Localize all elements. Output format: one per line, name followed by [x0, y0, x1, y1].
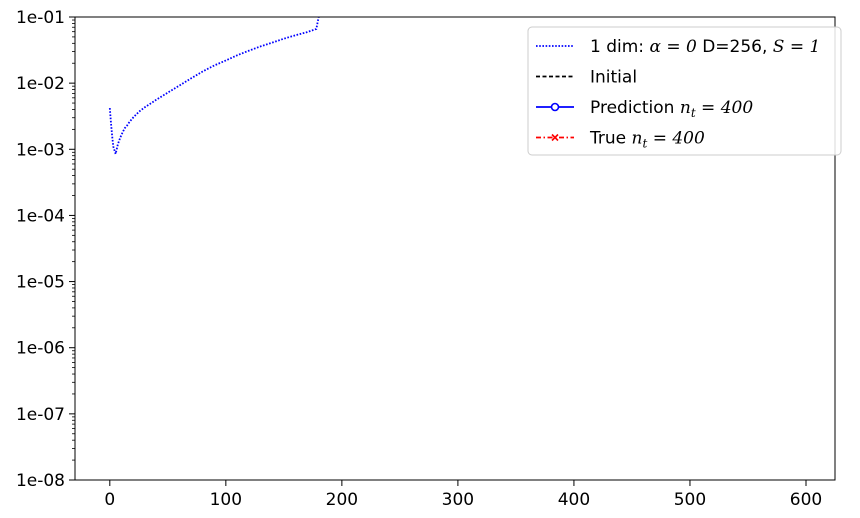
legend-x-marker	[551, 133, 559, 142]
legend-label-part: = 400	[696, 98, 754, 118]
legend-label-part: 1 dim:	[590, 37, 649, 57]
legend-label: Initial	[590, 68, 637, 88]
legend-label-part: D=256,	[697, 37, 773, 57]
legend-item: Initial	[536, 68, 637, 88]
axes-frame	[74, 16, 836, 481]
x-tick-label: 100	[210, 490, 242, 510]
y-axis: 1e-08 1e-07 1e-06 1e-05 1e-04 1e-03 1e-02 1e-01	[16, 8, 75, 491]
legend-label-part: True	[589, 129, 632, 149]
y-tick-label: 1e-04	[16, 206, 65, 226]
legend-label-part: = 400	[647, 129, 705, 149]
legend: 1 dim: α = 0 D=256, S = 1 Initial Predicti…	[527, 26, 842, 156]
y-tick-label: 1e-07	[16, 405, 65, 425]
x-axis: 0 100 200 300 400 500 600	[104, 480, 822, 510]
legend-item: True nt = 400	[536, 129, 705, 151]
y-tick-label: 1e-02	[16, 74, 65, 94]
legend-label-part: n	[680, 98, 691, 118]
x-tick-label: 300	[442, 490, 474, 510]
series-line-0	[108, 17, 320, 158]
legend-label-part: α = 0	[649, 37, 697, 57]
legend-label-part: n	[632, 129, 643, 149]
legend-box	[527, 26, 842, 156]
legend-circle-marker	[550, 102, 560, 112]
legend-label-part: t	[642, 137, 647, 151]
legend-item: 1 dim: α = 0 D=256, S = 1	[536, 37, 820, 57]
legend-label-part: Prediction	[590, 98, 680, 118]
x-tick-label: 500	[674, 490, 706, 510]
legend-label-part: t	[691, 106, 696, 120]
x-tick-label: 200	[326, 490, 358, 510]
x-tick-label: 600	[790, 490, 822, 510]
y-tick-label: 1e-06	[16, 339, 65, 359]
legend-item: Prediction nt = 400	[536, 98, 753, 120]
x-tick-label: 0	[104, 490, 115, 510]
legend-label: True nt = 400	[589, 129, 705, 151]
legend-label: 1 dim: α = 0 D=256, S = 1	[590, 37, 820, 57]
legend-label: Prediction nt = 400	[590, 98, 753, 120]
x-tick-label: 400	[558, 490, 590, 510]
y-tick-label: 1e-03	[16, 140, 65, 160]
legend-label-part: S = 1	[773, 37, 821, 57]
legend-label-part: Initial	[590, 68, 637, 88]
y-tick-label: 1e-05	[16, 273, 65, 293]
y-tick-label: 1e-08	[16, 471, 65, 491]
y-tick-label: 1e-01	[16, 8, 65, 28]
plot-area	[108, 17, 320, 158]
